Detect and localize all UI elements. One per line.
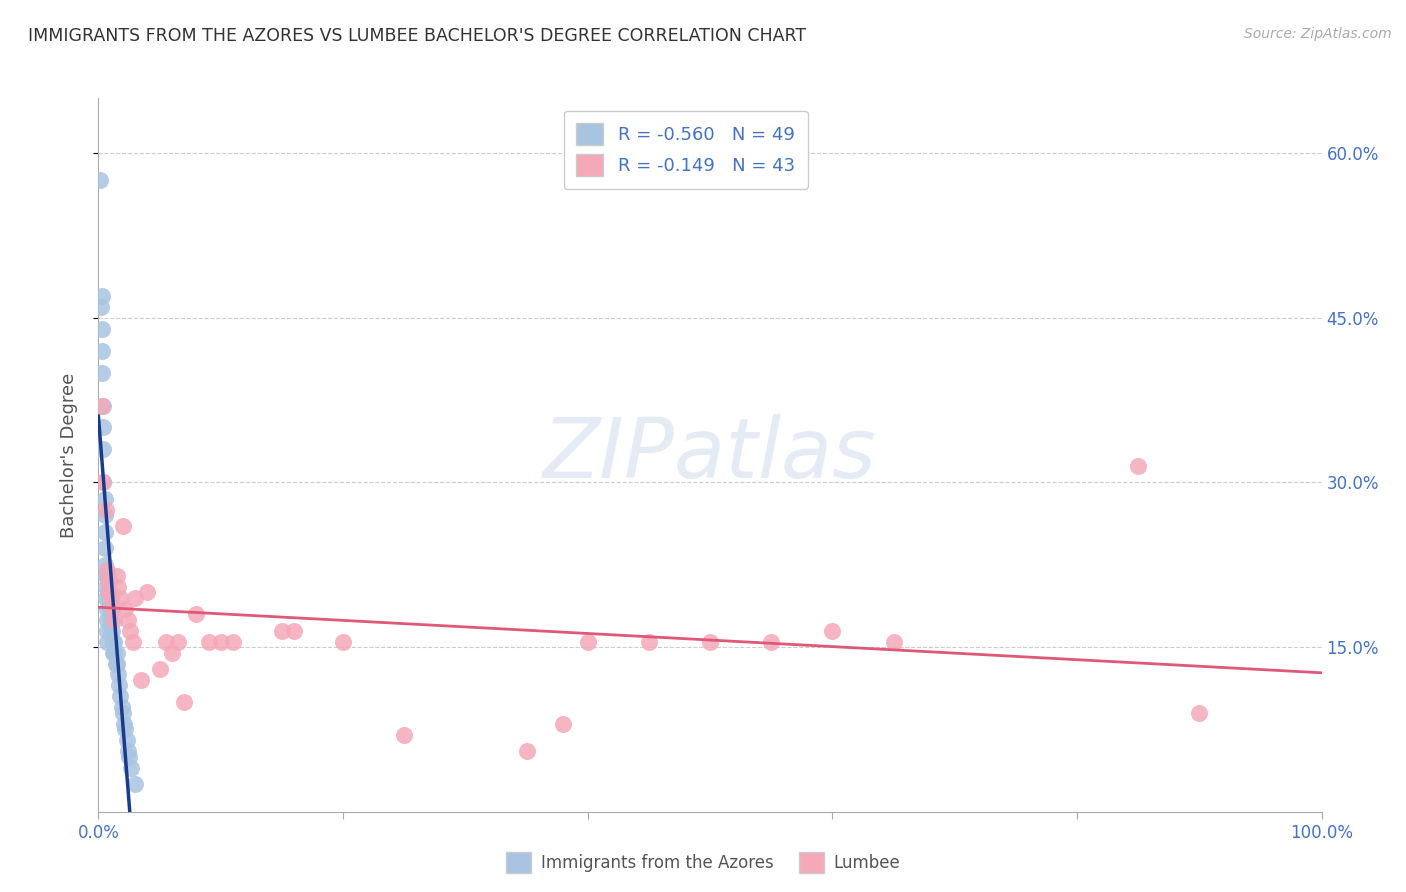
Y-axis label: Bachelor's Degree: Bachelor's Degree: [59, 372, 77, 538]
Point: [94, 503, 117, 517]
Point: [103, 646, 125, 660]
Point: [94, 591, 117, 605]
Point: [111, 700, 134, 714]
Point: [209, 634, 232, 648]
Point: [100, 591, 122, 605]
Point: [97, 568, 120, 582]
Point: [93, 491, 115, 506]
Point: [100, 601, 122, 615]
Point: [96, 624, 118, 638]
Point: [173, 695, 195, 709]
Point: [91, 420, 114, 434]
Point: [91, 321, 114, 335]
Point: [1128, 458, 1150, 473]
Point: [1188, 706, 1211, 720]
Point: [129, 673, 152, 687]
Point: [121, 634, 143, 648]
Point: [515, 744, 537, 758]
Point: [100, 613, 122, 627]
Point: [103, 634, 125, 648]
Text: IMMIGRANTS FROM THE AZORES VS LUMBEE BACHELOR'S DEGREE CORRELATION CHART: IMMIGRANTS FROM THE AZORES VS LUMBEE BAC…: [28, 27, 806, 45]
Point: [821, 624, 844, 638]
Point: [136, 585, 159, 599]
Point: [103, 613, 125, 627]
Point: [186, 607, 208, 621]
Point: [101, 624, 124, 638]
Point: [96, 563, 118, 577]
Text: ZIPatlas: ZIPatlas: [543, 415, 877, 495]
Point: [160, 646, 183, 660]
Point: [167, 634, 190, 648]
Point: [101, 634, 124, 648]
Point: [98, 591, 121, 605]
Point: [96, 613, 118, 627]
Point: [111, 519, 134, 533]
Point: [93, 558, 115, 572]
Point: [100, 591, 122, 605]
Point: [91, 399, 114, 413]
Point: [93, 508, 115, 523]
Point: [114, 723, 136, 737]
Point: [883, 634, 905, 648]
Point: [97, 585, 120, 599]
Point: [392, 728, 416, 742]
Point: [124, 591, 146, 605]
Point: [283, 624, 305, 638]
Point: [120, 624, 142, 638]
Point: [110, 591, 132, 605]
Point: [94, 568, 117, 582]
Point: [332, 634, 354, 648]
Point: [149, 662, 172, 676]
Point: [118, 749, 141, 764]
Point: [91, 289, 114, 303]
Legend: R = -0.560   N = 49, R = -0.149   N = 43: R = -0.560 N = 49, R = -0.149 N = 43: [564, 111, 807, 189]
Point: [115, 733, 138, 747]
Point: [101, 646, 124, 660]
Point: [91, 343, 114, 358]
Point: [94, 580, 117, 594]
Point: [576, 634, 599, 648]
Point: [93, 541, 115, 556]
Point: [105, 657, 128, 671]
Point: [117, 613, 139, 627]
Point: [104, 657, 127, 671]
Point: [553, 717, 575, 731]
Point: [91, 442, 114, 457]
Point: [638, 634, 661, 648]
Point: [124, 777, 146, 791]
Point: [89, 173, 111, 187]
Point: [222, 634, 245, 648]
Point: [93, 524, 115, 539]
Point: [105, 568, 128, 582]
Point: [96, 601, 118, 615]
Point: [105, 646, 128, 660]
Point: [91, 399, 114, 413]
Point: [112, 717, 135, 731]
Point: [120, 761, 142, 775]
Point: [90, 300, 112, 314]
Point: [96, 634, 118, 648]
Point: [91, 475, 114, 490]
Point: [155, 634, 177, 648]
Point: [270, 624, 294, 638]
Legend: Immigrants from the Azores, Lumbee: Immigrants from the Azores, Lumbee: [499, 846, 907, 880]
Point: [97, 574, 120, 589]
Point: [108, 678, 131, 692]
Point: [91, 475, 114, 490]
Point: [101, 601, 124, 615]
Point: [111, 706, 134, 720]
Point: [98, 585, 121, 599]
Point: [699, 634, 721, 648]
Text: Source: ZipAtlas.com: Source: ZipAtlas.com: [1244, 27, 1392, 41]
Point: [761, 634, 783, 648]
Point: [98, 574, 121, 589]
Point: [197, 634, 219, 648]
Point: [114, 601, 136, 615]
Point: [91, 366, 114, 380]
Point: [107, 667, 129, 681]
Point: [117, 744, 139, 758]
Point: [110, 690, 132, 704]
Point: [107, 580, 129, 594]
